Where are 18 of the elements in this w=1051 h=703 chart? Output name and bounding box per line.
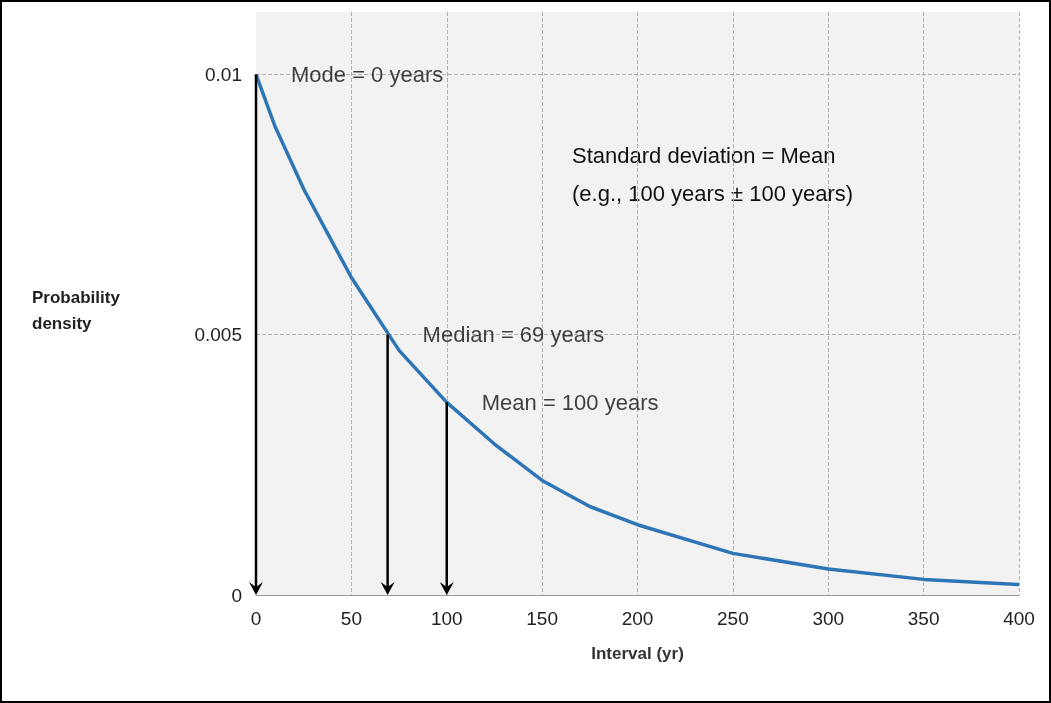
x-tick-label: 400 [1003, 608, 1035, 629]
x-tick-label: 0 [250, 608, 262, 629]
x-tick-label: 250 [717, 608, 749, 629]
x-tick-label: 200 [621, 608, 654, 629]
x-tick-label: 300 [812, 608, 845, 629]
annotation: Median = 69 years [422, 322, 605, 348]
x-tick-label: 350 [907, 608, 940, 629]
x-tick-label: 50 [340, 608, 362, 629]
x-axis-title: Interval (yr) [591, 644, 684, 663]
y-tick-label: 0 [231, 584, 242, 606]
x-tick-label: 150 [526, 608, 558, 629]
y-tick-label: 0.005 [194, 324, 242, 346]
annotation: Mean = 100 years [481, 389, 659, 415]
y-axis-title: Probability density [32, 287, 125, 333]
y-tick-label: 0.01 [205, 63, 242, 85]
annotation: Standard deviation = Mean [572, 142, 836, 168]
annotation: Mode = 0 years [291, 61, 444, 87]
x-tick-label: 100 [430, 608, 463, 629]
